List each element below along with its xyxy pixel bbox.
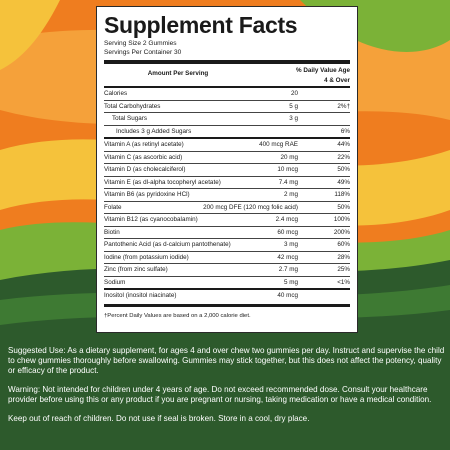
nutrient-amount: 2.4 mcg	[275, 216, 298, 223]
nutrient-row-vitamin-d: Vitamin D (as cholecalciferol) 10 mcg 50…	[104, 164, 350, 177]
nutrient-amount: 2.7 mg	[278, 266, 298, 273]
nutrient-amount: 10 mcg	[277, 166, 298, 173]
nutrient-amount: 60 mcg	[277, 228, 298, 236]
nutrient-name: Total Carbohydrates	[104, 102, 161, 110]
header-amount: Amount Per Serving	[147, 70, 209, 77]
nutrient-dv	[304, 113, 350, 125]
nutrient-row-vitamin-c: Vitamin C (as ascorbic acid) 20 mg 22%	[104, 152, 350, 164]
nutrient-dv: 49%	[337, 178, 350, 186]
nutrient-dv: 6%	[340, 127, 350, 135]
storage-text: Keep out of reach of children. Do not us…	[8, 414, 310, 423]
nutrient-row-vitamin-e: Vitamin E (as dl-alpha tocopheryl acetat…	[104, 177, 350, 189]
nutrient-row-vitamin-a: Vitamin A (as retinyl acetate) 400 mcg R…	[104, 139, 350, 152]
nutrient-row-zinc: Zinc (from zinc sulfate) 2.7 mg 25%	[104, 264, 350, 277]
nutrient-amount: 7.4 mg	[278, 178, 298, 186]
nutrient-amount: 400 mcg RAE	[259, 141, 298, 148]
nutrient-row-total-sugars: Total Sugars 3 g	[104, 113, 350, 126]
nutrient-row-calories: Calories 20	[104, 88, 350, 101]
nutrient-row-folate: Folate 200 mcg DFE (120 mcg folic acid) …	[104, 202, 350, 214]
nutrient-amount: 5 mg	[284, 278, 298, 286]
directions-text-block: Suggested Use: As a dietary supplement, …	[8, 346, 446, 433]
nutrient-dv: 200%	[333, 228, 350, 236]
nutrient-row-inositol: Inositol (inositol niacinate) 40 mcg	[104, 290, 350, 302]
nutrient-name: Vitamin A (as retinyl acetate)	[104, 141, 184, 148]
nutrient-row-total-carbohydrates: Total Carbohydrates 5 g 2%†	[104, 101, 350, 113]
nutrient-amount: 20 mg	[280, 153, 298, 161]
nutrient-row-vitamin-b12: Vitamin B12 (as cyanocobalamin) 2.4 mcg …	[104, 214, 350, 227]
nutrient-name: Total Sugars	[112, 115, 148, 122]
nutrient-row-added-sugars: Includes 3 g Added Sugars 6%	[104, 126, 350, 139]
warning-text: Warning: Not intended for children under…	[8, 385, 432, 404]
table-header: Amount Per Serving % Daily Value Age 4 &…	[104, 64, 350, 86]
nutrient-amount: 42 mcg	[277, 253, 298, 261]
nutrient-dv: 118%	[334, 191, 350, 198]
nutrient-name: Iodine (from potassium iodide)	[104, 253, 189, 261]
nutrient-amount: 200 mcg DFE (120 mcg folic acid)	[203, 203, 298, 211]
nutrient-name: Calories	[104, 90, 128, 97]
suggested-use-text: Suggested Use: As a dietary supplement, …	[8, 346, 445, 375]
nutrient-row-sodium: Sodium 5 mg <1%	[104, 277, 350, 290]
nutrient-name: Pantothenic Acid (as d-calcium pantothen…	[104, 241, 231, 248]
nutrient-name: Inositol (inositol niacinate)	[104, 292, 177, 299]
nutrient-row-pantothenic-acid: Pantothenic Acid (as d-calcium pantothen…	[104, 239, 350, 252]
nutrient-dv: 28%	[337, 253, 350, 261]
nutrient-dv: <1%	[337, 278, 350, 286]
header-dv-line1: % Daily Value Age	[295, 67, 350, 74]
servings-per-container: Servings Per Container 30	[104, 48, 182, 56]
nutrient-dv: 100%	[333, 216, 350, 223]
nutrient-name: Folate	[104, 203, 122, 211]
nutrient-name: Vitamin C (as ascorbic acid)	[104, 153, 183, 161]
nutrient-name: Includes 3 g Added Sugars	[116, 127, 192, 135]
nutrient-dv: 60%	[337, 241, 350, 248]
nutrient-name: Vitamin B12 (as cyanocobalamin)	[104, 216, 198, 223]
supplement-facts-panel: Supplement Facts Serving Size 2 Gummies …	[96, 6, 358, 333]
nutrient-dv: 50%	[337, 203, 350, 211]
nutrient-dv	[304, 290, 350, 302]
nutrient-dv	[304, 88, 350, 100]
supplement-facts-title: Supplement Facts	[104, 12, 298, 38]
nutrient-amount: 20	[290, 90, 298, 97]
header-daily-value: % Daily Value Age 4 & Over	[252, 66, 350, 86]
header-divider	[104, 86, 350, 88]
nutrient-name: Vitamin E (as dl-alpha tocopheryl acetat…	[104, 178, 221, 186]
daily-value-footnote: †Percent Daily Values are based on a 2,0…	[104, 312, 251, 319]
nutrient-name: Zinc (from zinc sulfate)	[104, 266, 168, 273]
nutrient-amount: 3 mg	[284, 241, 298, 248]
nutrient-name: Sodium	[104, 278, 126, 286]
nutrient-row-iodine: Iodine (from potassium iodide) 42 mcg 28…	[104, 252, 350, 264]
nutrient-dv: 2%†	[337, 102, 350, 110]
bottom-divider	[104, 303, 350, 307]
nutrient-dv: 25%	[337, 266, 350, 273]
nutrient-row-vitamin-b6: Vitamin B6 (as pyridoxine HCl) 2 mg 118%	[104, 189, 350, 202]
nutrient-name: Vitamin D (as cholecalciferol)	[104, 166, 186, 173]
nutrient-name: Vitamin B6 (as pyridoxine HCl)	[104, 191, 190, 198]
nutrient-amount: 3 g	[289, 115, 298, 122]
nutrient-amount: 2 mg	[284, 191, 298, 198]
header-dv-line2: 4 & Over	[324, 77, 350, 84]
nutrient-amount	[246, 126, 304, 138]
nutrient-amount: 40 mcg	[277, 292, 298, 299]
nutrient-dv: 44%	[337, 141, 350, 148]
nutrient-name: Biotin	[104, 228, 120, 236]
heavy-divider	[104, 60, 350, 64]
nutrient-dv: 22%	[337, 153, 350, 161]
nutrient-amount: 5 g	[289, 102, 298, 110]
serving-size: Serving Size 2 Gummies	[104, 40, 177, 47]
nutrient-dv: 50%	[337, 166, 350, 173]
nutrient-row-biotin: Biotin 60 mcg 200%	[104, 227, 350, 239]
